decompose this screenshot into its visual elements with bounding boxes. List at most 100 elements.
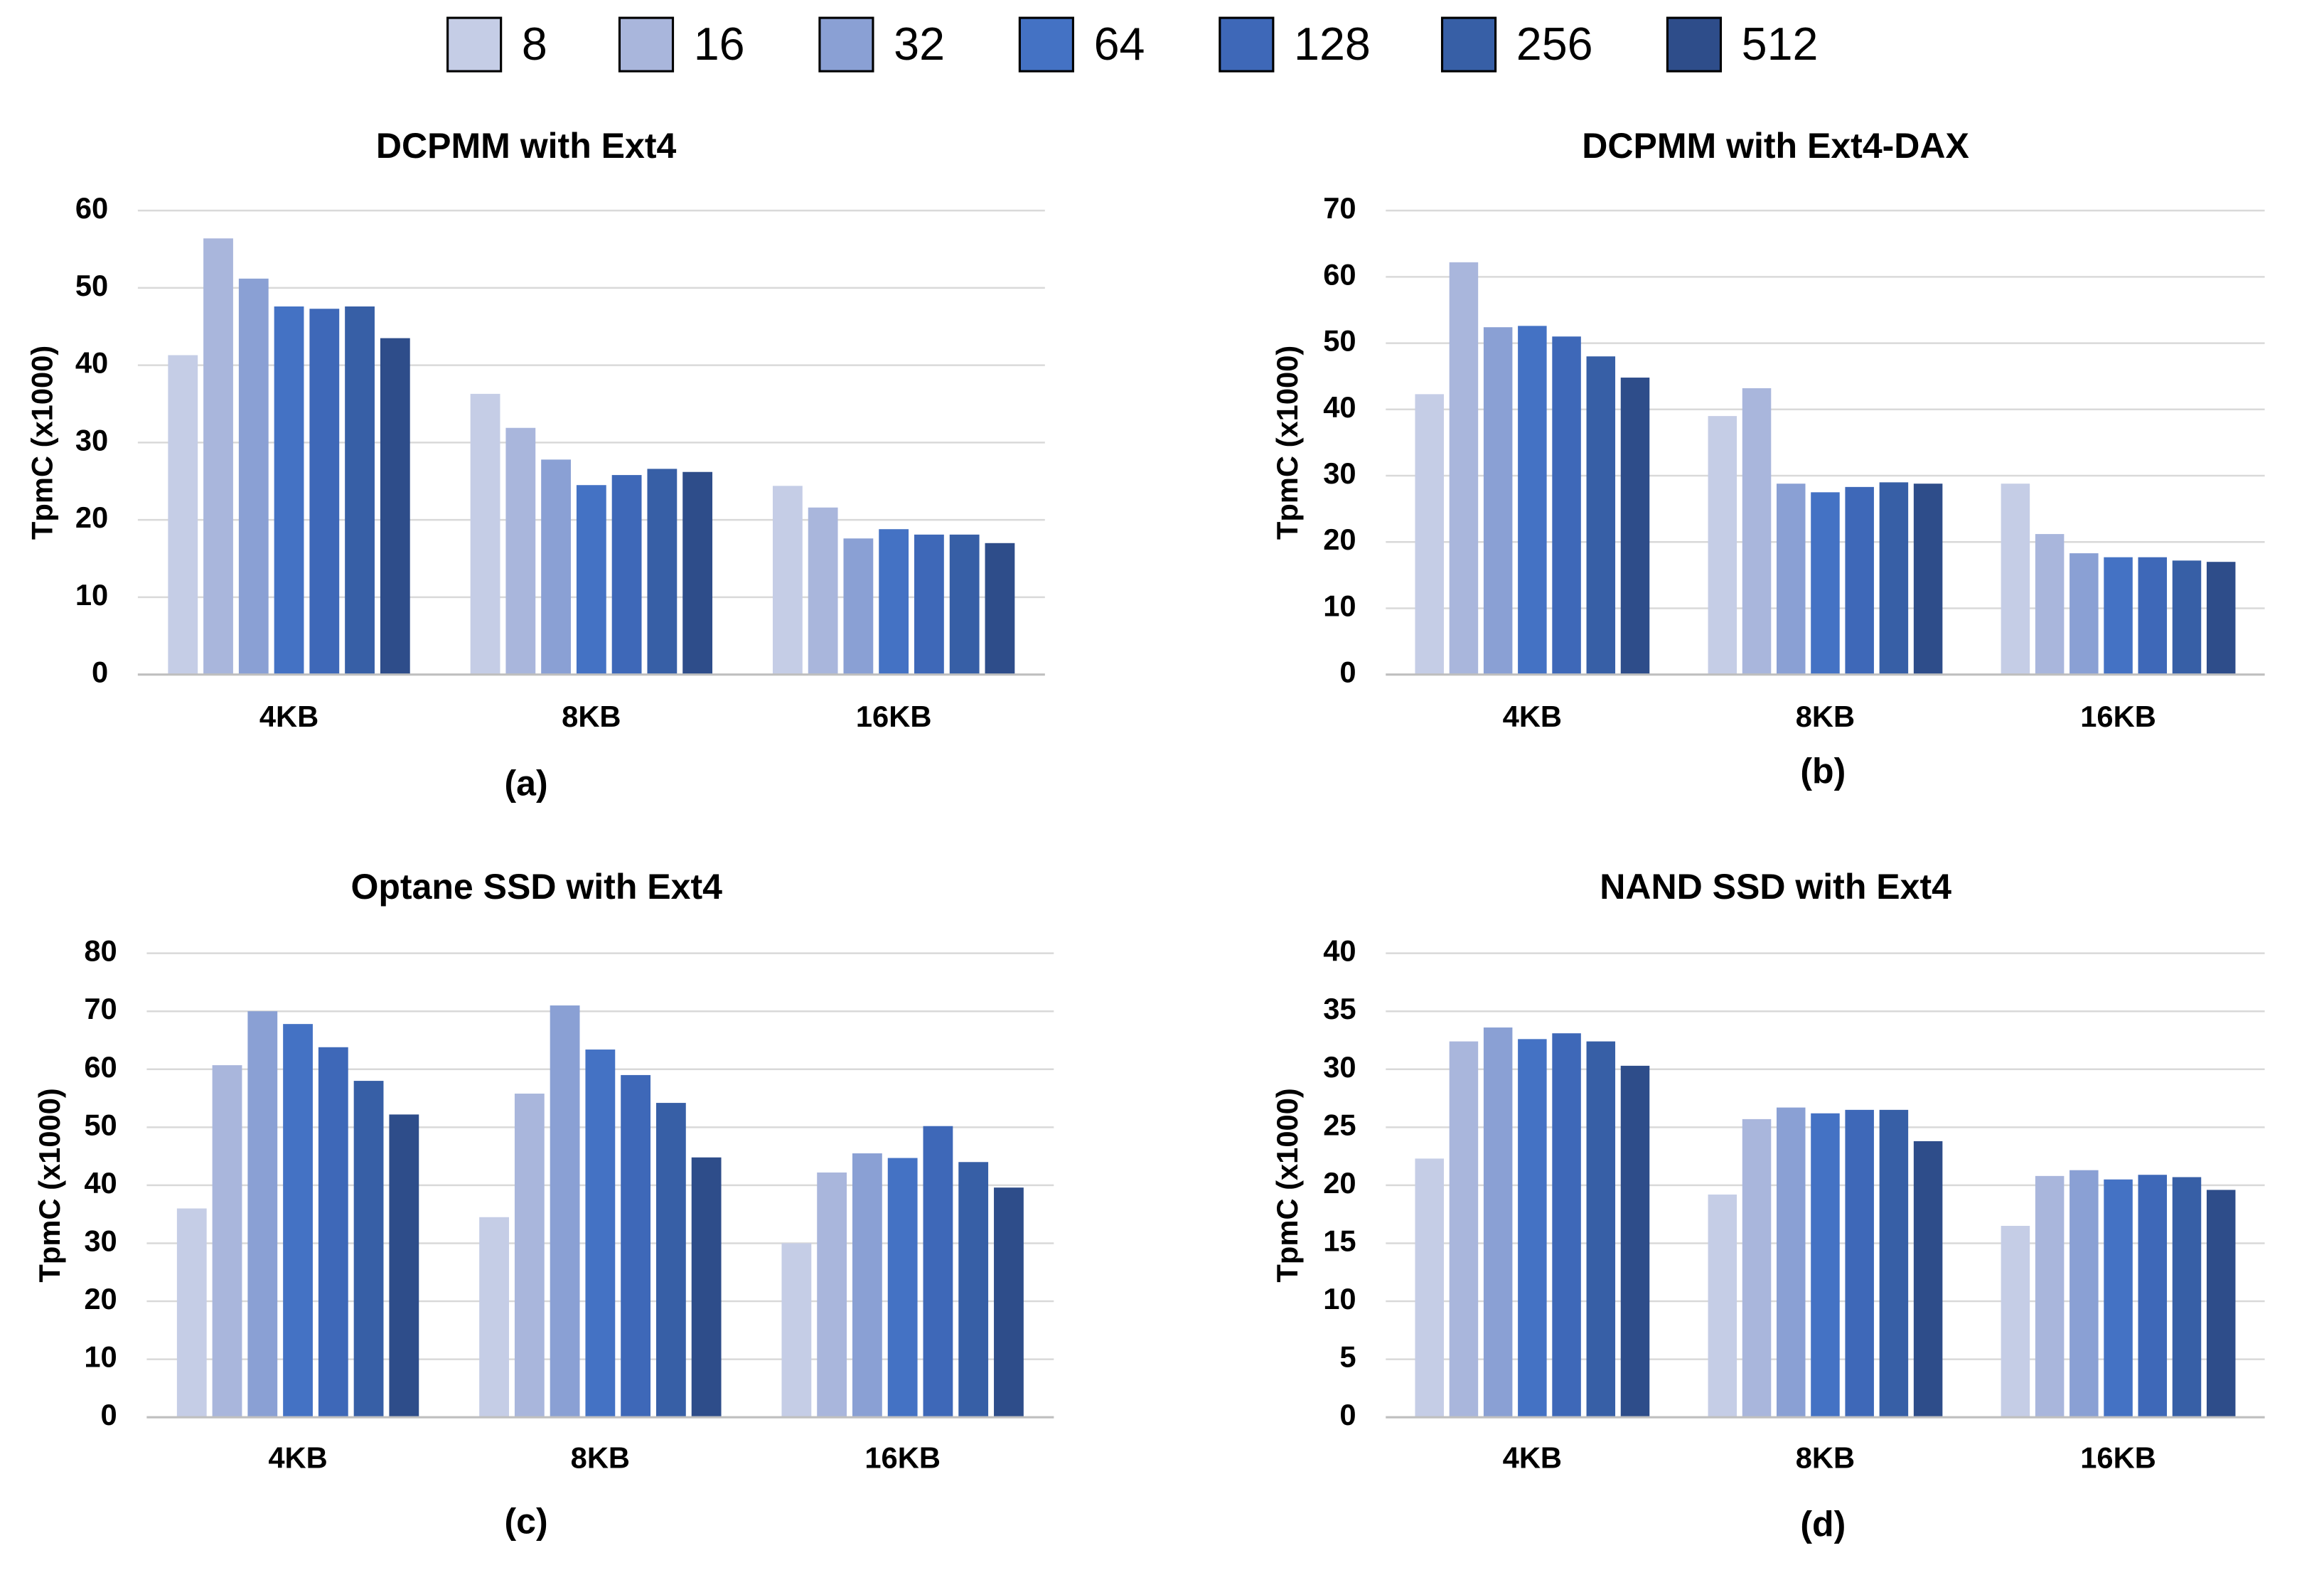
bar: 256 (1879, 1109, 1909, 1418)
y-tick-label: 50 (75, 269, 108, 302)
legend-label: 128 (1294, 18, 1371, 70)
bar: 16 (1449, 262, 1479, 675)
chart-title: NAND SSD with Ext4 (1600, 867, 1951, 907)
bar: 16 (1742, 388, 1772, 675)
bar: 256 (958, 1162, 989, 1418)
x-tick-label: 8KB (1796, 1441, 1855, 1475)
bar: 8 (2001, 1225, 2030, 1418)
bar: 16 (212, 1065, 242, 1418)
bar: 512 (994, 1187, 1024, 1418)
chart-title: DCPMM with Ext4-DAX (1582, 126, 1969, 166)
bar: 128 (1845, 486, 1874, 675)
legend-label: 32 (894, 18, 945, 70)
bar: 128 (309, 309, 340, 675)
x-tick-label: 4KB (259, 700, 318, 733)
y-tick-label: 25 (1323, 1108, 1356, 1141)
bar: 64 (2104, 1179, 2133, 1418)
legend-swatch (1666, 16, 1723, 73)
bar: 64 (1811, 1113, 1840, 1418)
bar: 128 (318, 1047, 348, 1418)
y-tick-label: 20 (75, 501, 108, 534)
x-tick-label: 16KB (864, 1441, 941, 1475)
caption: (a) (505, 763, 548, 803)
bar: 512 (682, 471, 713, 675)
bar: 16 (817, 1172, 847, 1418)
y-axis-label: TpmC (x1000) (26, 346, 59, 540)
y-tick-label: 60 (1323, 257, 1356, 291)
bar: 128 (1845, 1109, 1874, 1418)
legend-swatch (1440, 16, 1497, 73)
bar: 16 (203, 238, 233, 675)
y-tick-label: 70 (84, 992, 117, 1025)
y-axis-label: TpmC (x1000) (1270, 1088, 1304, 1282)
y-tick-label: 10 (1323, 1282, 1356, 1315)
bar: 128 (1552, 1033, 1581, 1418)
bar: 32 (247, 1011, 278, 1418)
y-tick-label: 30 (1323, 1050, 1356, 1084)
bar: 64 (1811, 492, 1840, 675)
y-tick-label: 60 (75, 191, 108, 225)
bar: 32 (852, 1153, 882, 1418)
bar: 32 (2069, 1170, 2099, 1418)
y-tick-label: 10 (84, 1340, 117, 1374)
bar: 512 (1620, 378, 1650, 675)
chart-title: DCPMM with Ext4 (376, 126, 677, 166)
y-tick-label: 40 (1323, 934, 1356, 968)
bar: 256 (1586, 356, 1616, 675)
bar: 64 (1518, 1039, 1547, 1418)
bar: 256 (647, 469, 678, 675)
bar: 512 (1913, 1141, 1943, 1418)
legend-swatch (446, 16, 503, 73)
y-tick-label: 5 (1339, 1340, 1356, 1374)
bar: 64 (879, 529, 909, 675)
y-tick-label: 20 (1323, 1166, 1356, 1200)
bar: 8 (176, 1208, 207, 1418)
bar: 16 (2035, 1175, 2065, 1418)
caption: (c) (505, 1502, 548, 1542)
y-tick-label: 15 (1323, 1224, 1356, 1257)
y-tick-label: 0 (101, 1398, 117, 1431)
bar: 512 (985, 543, 1015, 675)
bar: 8 (479, 1217, 509, 1418)
x-tick-label: 8KB (562, 700, 621, 733)
chart-title: Optane SSD with Ext4 (350, 867, 722, 907)
bar: 16 (2035, 534, 2065, 675)
bar: 16 (808, 507, 838, 675)
bar: 32 (550, 1005, 580, 1418)
y-tick-label: 0 (1339, 1398, 1356, 1431)
bar: 16 (514, 1094, 545, 1418)
bar: 512 (380, 338, 410, 675)
bar: 512 (389, 1114, 419, 1418)
bar: 512 (1913, 484, 1943, 675)
y-tick-label: 70 (1323, 191, 1356, 225)
y-axis-label: TpmC (x1000) (33, 1088, 66, 1282)
bar: 256 (1586, 1041, 1616, 1418)
y-tick-label: 30 (75, 423, 108, 456)
y-tick-label: 35 (1323, 992, 1356, 1025)
y-tick-label: 20 (1323, 523, 1356, 556)
bar: 8 (2001, 484, 2030, 675)
bar: 64 (585, 1050, 616, 1418)
legend-label: 8 (522, 18, 547, 70)
caption: (b) (1800, 752, 1846, 791)
bar: 32 (1776, 484, 1806, 675)
bar: 128 (611, 475, 642, 675)
bar: 64 (1518, 326, 1547, 675)
legend-swatch (618, 16, 675, 73)
bar: 256 (1879, 482, 1909, 675)
bar: 64 (283, 1024, 313, 1418)
bar: 8 (772, 486, 803, 675)
y-axis-label: TpmC (x1000) (1270, 346, 1304, 540)
bar: 8 (781, 1243, 812, 1418)
bar: 256 (655, 1103, 686, 1418)
legend-label: 16 (694, 18, 745, 70)
bar: 16 (505, 427, 536, 675)
bar: 8 (1708, 1194, 1737, 1418)
bar: 64 (576, 485, 606, 675)
bar: 128 (1552, 336, 1581, 675)
x-tick-label: 16KB (2080, 1441, 2156, 1475)
bar: 64 (274, 306, 304, 675)
x-tick-label: 4KB (1503, 1441, 1562, 1475)
bar: 256 (353, 1081, 384, 1418)
x-tick-label: 16KB (856, 700, 932, 733)
